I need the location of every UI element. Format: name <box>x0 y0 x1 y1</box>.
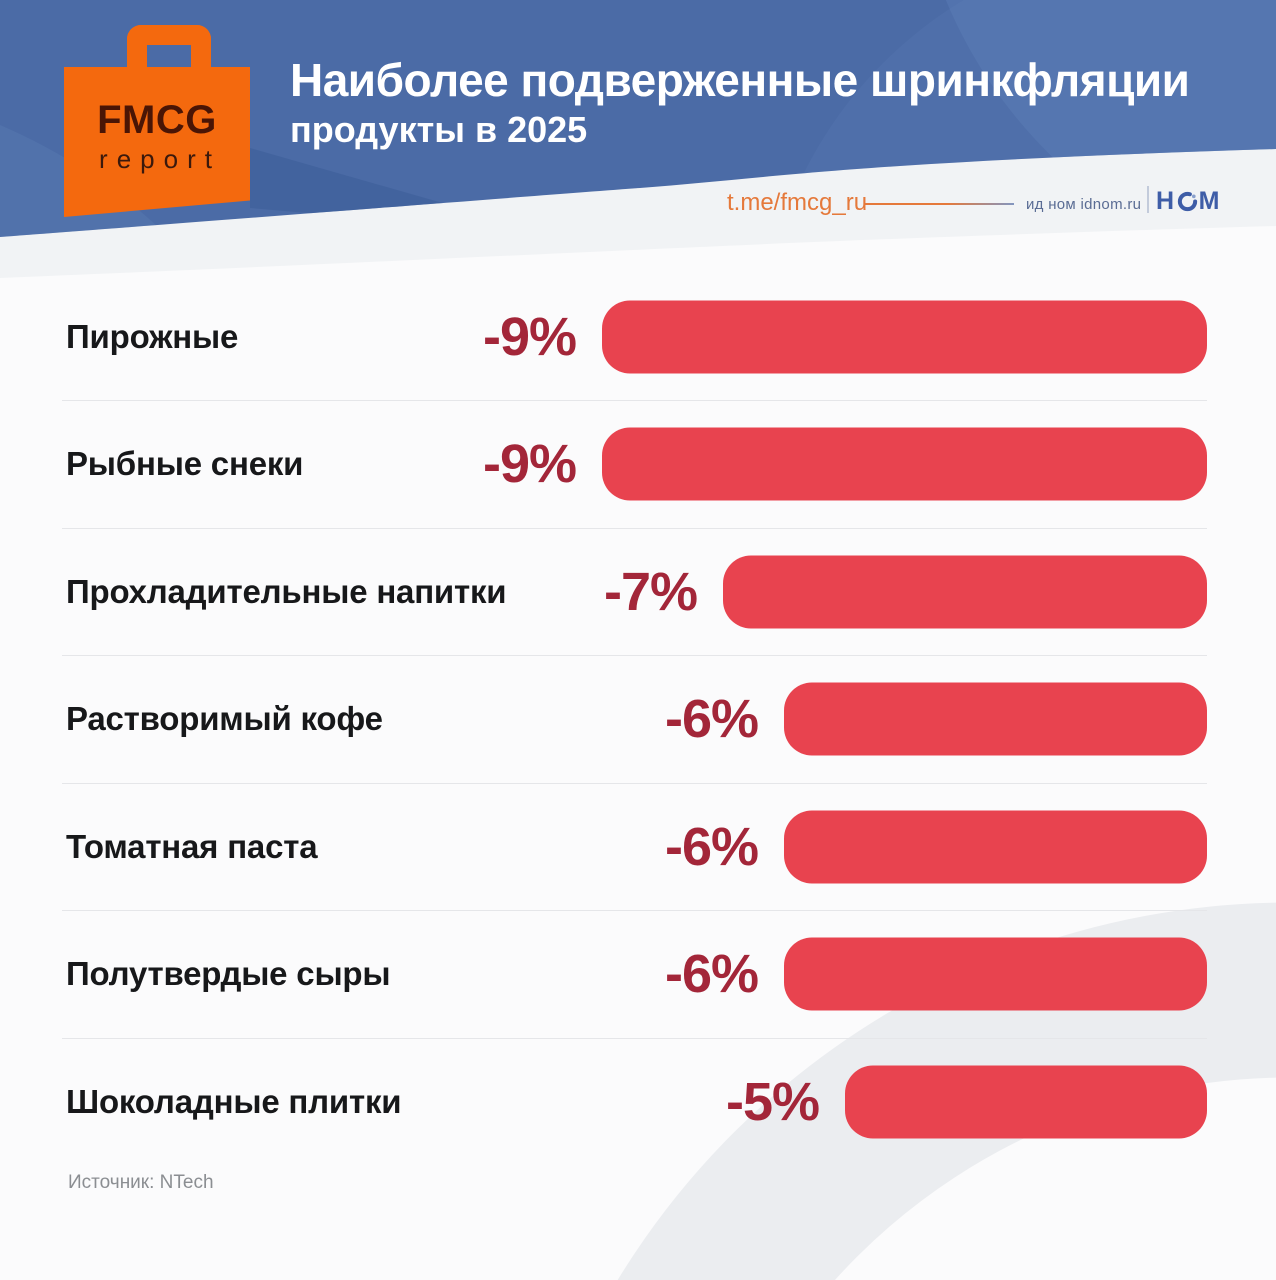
bar <box>602 427 1207 501</box>
divider-line <box>864 203 1014 205</box>
bar <box>845 1065 1207 1138</box>
source-note: Источник: NTech <box>68 1172 214 1193</box>
product-label: Шоколадные плитки <box>66 1082 402 1120</box>
product-row: Пирожные -9% <box>62 273 1207 401</box>
shopping-bag-icon: FMCG report <box>64 67 250 217</box>
product-label: Полутвердые сыры <box>66 955 391 992</box>
value-label: -6% <box>664 944 759 1004</box>
product-label: Растворимый кофе <box>66 700 383 737</box>
fmcg-report-logo: FMCG report <box>64 25 250 217</box>
logo-text-fmcg: FMCG <box>97 98 217 142</box>
value-label: -7% <box>603 561 698 622</box>
product-row: Рыбные снеки -9% <box>62 401 1207 529</box>
value-label: -6% <box>664 689 759 749</box>
product-row: Растворимый кофе -6% <box>62 656 1207 784</box>
product-label: Томатная паста <box>66 827 318 865</box>
bar <box>784 810 1207 883</box>
value-label: -9% <box>482 434 577 494</box>
page-title: Наиболее подверженные шринкфляции продук… <box>290 54 1190 150</box>
product-label: Рыбные снеки <box>66 445 304 482</box>
value-label: -5% <box>725 1071 820 1132</box>
product-row: Томатная паста -6% <box>62 783 1207 911</box>
product-row: Полутвердые сыры -6% <box>62 911 1207 1039</box>
banner-arc-decor <box>760 0 1276 237</box>
hom-letter-m: M <box>1198 187 1220 215</box>
logo-text-report: report <box>99 144 221 174</box>
banner-arc-decor <box>910 0 1276 237</box>
value-label: -9% <box>482 306 577 367</box>
vertical-divider <box>1147 186 1149 213</box>
product-row: Прохладительные напитки -7% <box>62 528 1207 656</box>
bar <box>602 300 1207 373</box>
product-label: Прохладительные напитки <box>66 572 507 610</box>
bar <box>723 555 1207 628</box>
bar <box>784 937 1207 1011</box>
title-line-1: Наиболее подверженные шринкфляции <box>290 54 1190 106</box>
publisher-text: ид ном idnom.ru <box>1026 196 1142 213</box>
value-label: -6% <box>664 816 759 877</box>
title-line-2: продукты в 2025 <box>290 108 588 150</box>
hom-circle-icon <box>1177 191 1197 212</box>
hom-letter-h: H <box>1156 187 1175 215</box>
bar <box>784 682 1207 756</box>
product-label: Пирожные <box>66 317 239 355</box>
telegram-link[interactable]: t.me/fmcg_ru <box>727 189 868 216</box>
product-row: Шоколадные плитки -5% <box>62 1038 1207 1165</box>
subheader-strip <box>0 149 1276 278</box>
